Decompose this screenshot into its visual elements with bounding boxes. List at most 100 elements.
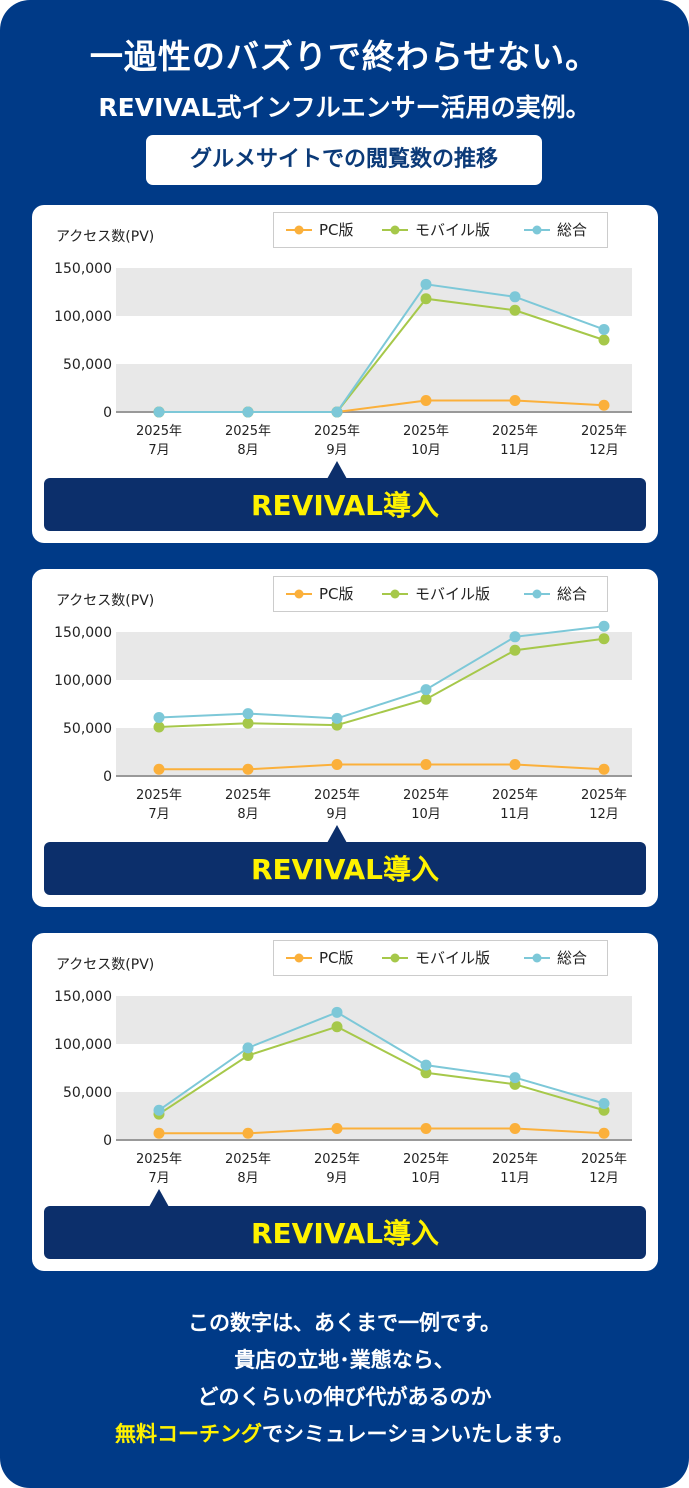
x-tick-label: 2025年	[136, 1152, 182, 1167]
data-point	[509, 631, 521, 643]
x-tick-label: 12月	[589, 807, 619, 822]
y-tick-label: 0	[103, 769, 112, 785]
line-chart-3: アクセス数(PV) 0 50,000 100,000 150,000 2025年 7月 202…	[44, 940, 646, 1259]
banner-pointer	[327, 825, 347, 843]
y-tick-label: 100,000	[54, 309, 112, 325]
x-tick-label: 2025年	[581, 788, 627, 803]
x-tick-label: 9月	[326, 1171, 347, 1186]
headline: 一過性のバズりで終わらせない。	[89, 37, 600, 76]
subheadline: REVIVAL式インフルエンサー活用の実例。	[98, 93, 591, 122]
data-point	[598, 323, 610, 335]
banner-text: REVIVAL導入	[251, 853, 439, 886]
x-tick-label: 2025年	[492, 788, 538, 803]
data-point	[242, 1050, 254, 1062]
x-tick-label: 11月	[500, 1171, 530, 1186]
data-point	[420, 1067, 432, 1079]
series-line-2	[159, 283, 605, 413]
banner	[44, 842, 646, 895]
x-tick-label: 2025年	[225, 1152, 271, 1167]
x-tick-label: 8月	[237, 807, 258, 822]
y-tick-label: 0	[103, 405, 112, 421]
series-line-0	[159, 763, 605, 771]
legend-marker	[390, 225, 400, 235]
legend-marker	[532, 589, 542, 599]
legend-label: PC版	[319, 949, 354, 967]
x-tick-label: 8月	[237, 1171, 258, 1186]
data-point	[153, 763, 165, 775]
chart-card-2: アクセス数(PV) 0 50,000 100,000 150,000 2025年 7月 202…	[32, 569, 658, 907]
data-point	[153, 711, 165, 723]
data-point	[153, 1127, 165, 1139]
series-line-1	[158, 1025, 605, 1115]
x-tick-label: 2025年	[225, 424, 271, 439]
data-point	[420, 394, 432, 406]
legend-box	[273, 212, 608, 248]
data-point	[598, 763, 610, 775]
data-point	[153, 721, 165, 733]
legend-marker	[532, 953, 542, 963]
grid-band	[116, 728, 632, 776]
footer-line-4: 無料コーチングでシミュレーションいたします。	[0, 1416, 689, 1453]
footer-line-1: この数字は、あくまで一例です。	[188, 1311, 501, 1335]
x-tick-label: 7月	[148, 807, 169, 822]
x-tick-label: 9月	[326, 807, 347, 822]
legend-label: モバイル版	[415, 949, 490, 967]
x-tick-label: 2025年	[136, 424, 182, 439]
grid-band	[116, 1092, 632, 1140]
x-tick-label: 10月	[411, 807, 441, 822]
data-point	[509, 291, 521, 303]
data-point	[598, 1127, 610, 1139]
data-point	[242, 1127, 254, 1139]
x-tick-label: 2025年	[314, 788, 360, 803]
x-tick-label: 8月	[237, 443, 258, 458]
banner-pointer	[149, 1189, 169, 1207]
x-tick-label: 2025年	[581, 424, 627, 439]
data-point	[242, 1042, 254, 1054]
x-tick-label: 2025年	[581, 1152, 627, 1167]
data-point	[420, 278, 432, 290]
x-tick-label: 11月	[500, 807, 530, 822]
legend-label: 総合	[557, 949, 587, 967]
x-tick-label: 9月	[326, 443, 347, 458]
legend-label: 総合	[557, 585, 587, 603]
series-line-2	[158, 625, 605, 720]
x-tick-label: 2025年	[492, 424, 538, 439]
legend-box	[273, 940, 608, 976]
data-point	[331, 1021, 343, 1033]
y-tick-label: 100,000	[54, 1037, 112, 1053]
data-point	[509, 1122, 521, 1134]
grid-band	[116, 268, 632, 316]
x-tick-label: 2025年	[403, 788, 449, 803]
x-tick-label: 12月	[589, 443, 619, 458]
y-tick-label: 150,000	[54, 989, 112, 1005]
line-chart-2: アクセス数(PV) 0 50,000 100,000 150,000 2025年 7月 202…	[44, 576, 646, 895]
grid-band	[116, 632, 632, 680]
legend-marker	[532, 225, 542, 235]
footer-text: この数字は、あくまで一例です。 貴店の立地･業態なら、 どのくらいの伸び代がある…	[0, 1305, 689, 1453]
banner-text: REVIVAL導入	[251, 489, 439, 522]
data-point	[420, 693, 432, 705]
data-point	[331, 1006, 343, 1018]
x-tick-label: 11月	[500, 443, 530, 458]
data-point	[242, 717, 254, 729]
data-point	[509, 304, 521, 316]
banner-text: REVIVAL導入	[251, 1217, 439, 1250]
data-point	[509, 644, 521, 656]
y-tick-label: 150,000	[54, 625, 112, 641]
footer-line-3: どのくらいの伸び代があるのか	[197, 1385, 492, 1409]
x-tick-label: 7月	[148, 1171, 169, 1186]
y-tick-label: 150,000	[54, 261, 112, 277]
banner	[44, 478, 646, 531]
data-point	[420, 1122, 432, 1134]
series-line-2	[158, 1011, 605, 1112]
legend-marker	[390, 953, 400, 963]
x-tick-label: 2025年	[136, 788, 182, 803]
x-tick-label: 12月	[589, 1171, 619, 1186]
section-label: グルメサイトでの閲覧数の推移	[146, 135, 542, 185]
legend-marker	[294, 953, 304, 963]
data-point	[420, 293, 432, 305]
legend-box	[273, 576, 608, 612]
data-point	[331, 758, 343, 770]
data-point	[420, 758, 432, 770]
x-tick-label: 7月	[148, 443, 169, 458]
